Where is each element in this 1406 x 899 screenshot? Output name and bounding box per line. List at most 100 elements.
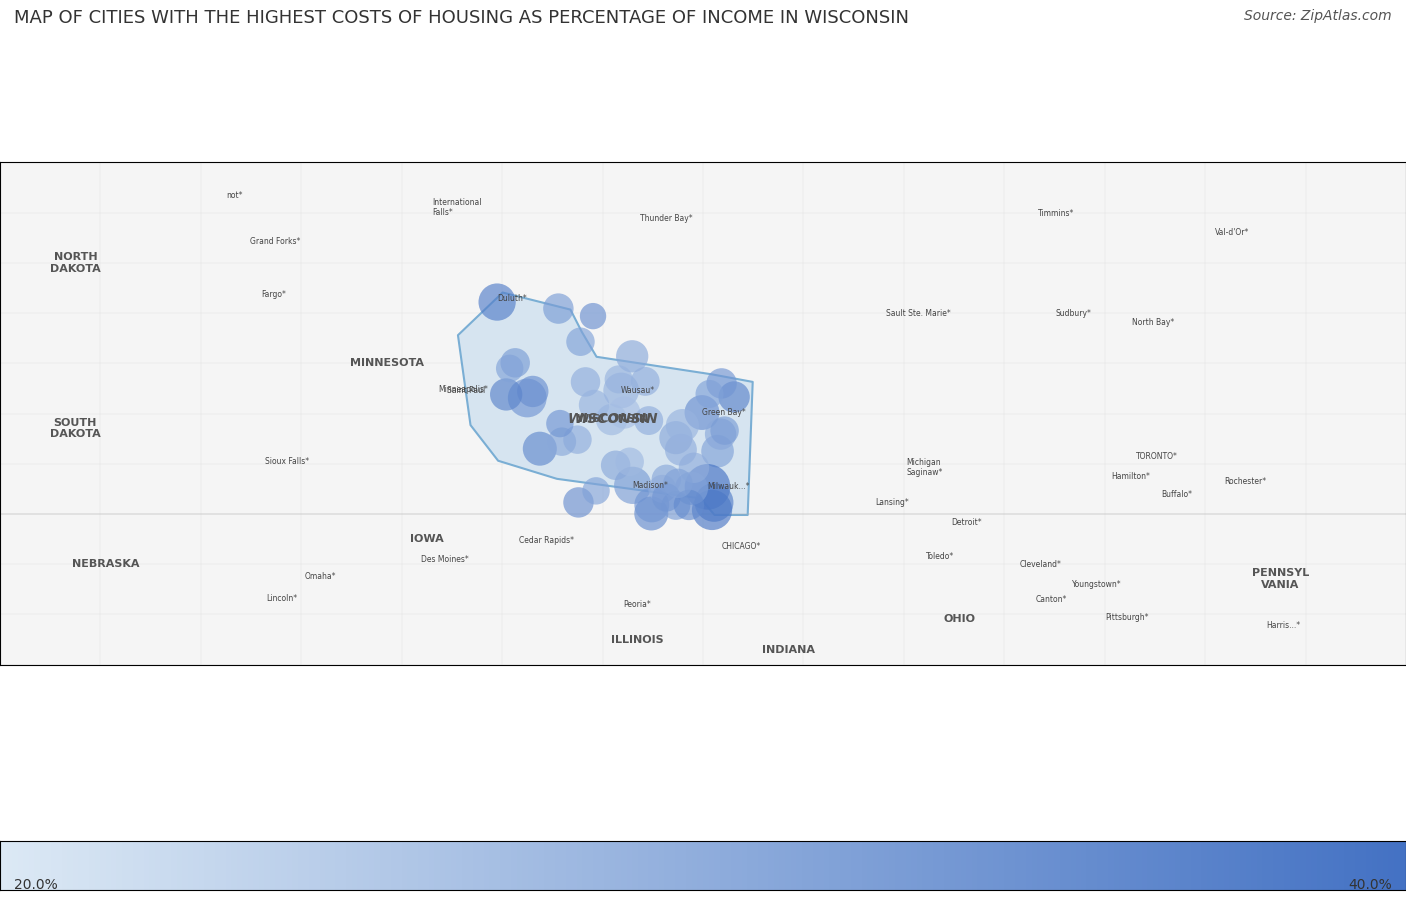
- Point: [582, 309, 605, 324]
- Text: Milwauk...*: Milwauk...*: [707, 483, 749, 492]
- Point: [665, 498, 688, 512]
- Point: [516, 391, 538, 405]
- Point: [522, 384, 544, 398]
- Text: Fargo*: Fargo*: [262, 289, 287, 298]
- Point: [641, 498, 664, 512]
- Text: PENNSYL
VANIA: PENNSYL VANIA: [1251, 568, 1309, 590]
- Point: [619, 455, 641, 469]
- Text: SOUTH
DAKOTA: SOUTH DAKOTA: [51, 418, 101, 440]
- Text: ILLINOIS: ILLINOIS: [612, 635, 664, 645]
- Point: [607, 372, 630, 387]
- Point: [671, 418, 693, 432]
- Point: [569, 334, 592, 349]
- Text: not*: not*: [226, 191, 242, 200]
- Point: [669, 442, 692, 457]
- Text: NORTH
DAKOTA: NORTH DAKOTA: [51, 252, 101, 273]
- Point: [640, 506, 662, 521]
- Text: 20.0%: 20.0%: [14, 877, 58, 892]
- Text: Michigan
Saginaw*: Michigan Saginaw*: [907, 458, 943, 477]
- Text: Pittsburgh*: Pittsburgh*: [1105, 613, 1149, 622]
- Point: [621, 349, 644, 363]
- Point: [678, 498, 700, 512]
- Text: Madison*: Madison*: [633, 481, 669, 490]
- Point: [723, 390, 745, 405]
- Text: Canton*: Canton*: [1036, 595, 1067, 604]
- Point: [699, 387, 721, 401]
- Text: MINNESOTA: MINNESOTA: [350, 359, 423, 369]
- Point: [710, 427, 733, 441]
- Point: [651, 482, 673, 496]
- Text: Lansing*: Lansing*: [876, 498, 910, 507]
- Point: [710, 376, 733, 390]
- Text: Wausau*: Wausau*: [621, 386, 655, 395]
- Point: [548, 416, 571, 431]
- Point: [696, 480, 718, 494]
- Point: [547, 301, 569, 316]
- Text: MAP OF CITIES WITH THE HIGHEST COSTS OF HOUSING AS PERCENTAGE OF INCOME IN WISCO: MAP OF CITIES WITH THE HIGHEST COSTS OF …: [14, 9, 910, 27]
- Point: [713, 423, 735, 438]
- Text: NEBRASKA: NEBRASKA: [72, 559, 139, 569]
- Text: Peoria*: Peoria*: [623, 601, 651, 610]
- Text: Hamilton*: Hamilton*: [1111, 472, 1150, 481]
- Text: Lincoln*: Lincoln*: [266, 594, 297, 603]
- Text: North Bay*: North Bay*: [1132, 318, 1174, 327]
- Point: [700, 503, 723, 517]
- Text: Saint Paul: Saint Paul: [447, 387, 485, 396]
- Text: OHIO: OHIO: [943, 614, 976, 625]
- Point: [585, 484, 607, 498]
- Point: [637, 414, 659, 428]
- Point: [706, 444, 728, 458]
- Point: [613, 405, 636, 420]
- Point: [583, 398, 606, 413]
- Text: Buffalo*: Buffalo*: [1161, 490, 1192, 499]
- Text: International
Falls*: International Falls*: [432, 198, 481, 218]
- Text: 40.0%: 40.0%: [1348, 877, 1392, 892]
- Point: [665, 431, 688, 445]
- Text: Timmins*: Timmins*: [1038, 209, 1074, 218]
- Point: [567, 432, 589, 447]
- Point: [703, 495, 725, 510]
- Point: [574, 375, 596, 389]
- Text: Green Bay*: Green Bay*: [702, 408, 745, 417]
- Text: Val-d'Or*: Val-d'Or*: [1215, 228, 1250, 237]
- Text: Sioux Falls*: Sioux Falls*: [264, 457, 309, 466]
- Text: Cedar Rapids*: Cedar Rapids*: [519, 536, 574, 545]
- Text: Sudbury*: Sudbury*: [1054, 309, 1091, 318]
- Text: Detroit*: Detroit*: [952, 518, 983, 527]
- Text: IOWA: IOWA: [411, 534, 444, 544]
- Point: [529, 441, 551, 456]
- Text: Minneapolis*: Minneapolis*: [439, 385, 488, 394]
- Text: INDIANA: INDIANA: [762, 645, 815, 654]
- Point: [486, 295, 509, 309]
- Text: Des Moines*: Des Moines*: [420, 556, 468, 565]
- Text: Omaha*: Omaha*: [305, 572, 336, 581]
- Point: [690, 405, 713, 420]
- Text: Harris...*: Harris...*: [1267, 621, 1301, 630]
- Point: [681, 481, 703, 495]
- Point: [551, 434, 574, 449]
- Point: [495, 387, 517, 402]
- Text: Youngstown*: Youngstown*: [1073, 580, 1122, 589]
- Text: Source: ZipAtlas.com: Source: ZipAtlas.com: [1244, 9, 1392, 23]
- Point: [683, 460, 706, 475]
- Text: Rochester*: Rochester*: [1225, 476, 1267, 485]
- Point: [503, 356, 526, 370]
- Text: Duluth*: Duluth*: [498, 294, 527, 303]
- Point: [634, 374, 657, 388]
- Text: WISCONSIN: WISCONSIN: [576, 414, 648, 423]
- Text: Grand Forks*: Grand Forks*: [250, 237, 299, 246]
- Point: [655, 490, 678, 504]
- Point: [499, 361, 522, 376]
- Point: [621, 478, 644, 493]
- Point: [610, 383, 633, 397]
- Point: [655, 472, 678, 486]
- Point: [600, 413, 623, 427]
- Text: Toledo*: Toledo*: [927, 552, 955, 561]
- Text: Sault Ste. Marie*: Sault Ste. Marie*: [886, 309, 950, 318]
- Text: Cleveland*: Cleveland*: [1019, 560, 1062, 569]
- Text: CHICAGO*: CHICAGO*: [721, 542, 761, 551]
- Text: TORONTO*: TORONTO*: [1136, 451, 1178, 460]
- Text: Thunder Bay*: Thunder Bay*: [640, 214, 693, 223]
- Text: WISCONSIN: WISCONSIN: [567, 412, 658, 425]
- Point: [567, 495, 589, 510]
